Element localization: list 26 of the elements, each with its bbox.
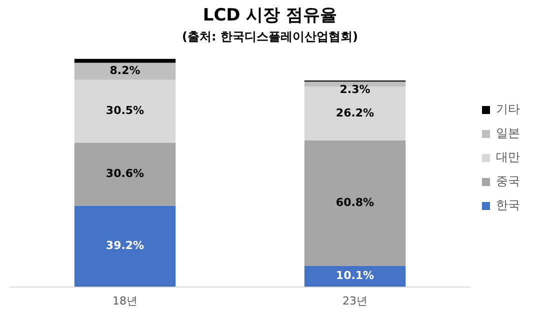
data-label: 60.8% <box>336 196 374 210</box>
legend-label: 한국 <box>496 198 520 212</box>
legend-label: 일본 <box>496 126 520 140</box>
bar <box>304 86 406 141</box>
x-tick-label: 23년 <box>342 294 368 308</box>
bar <box>74 142 176 206</box>
legend-label: 대만 <box>496 150 520 164</box>
data-label: 30.5% <box>106 104 144 118</box>
bar <box>304 266 406 287</box>
bar <box>304 140 406 266</box>
data-label: 39.2% <box>106 239 144 252</box>
data-label: 2.3% <box>340 83 370 96</box>
legend-label: 중국 <box>496 174 520 188</box>
x-tick-label: 18년 <box>112 294 138 308</box>
bar <box>304 82 406 86</box>
data-label: 26.2% <box>336 106 374 120</box>
data-label: 10.1% <box>336 269 374 282</box>
data-label: 8.2% <box>110 64 140 78</box>
bar <box>74 206 176 287</box>
legend-label: 기타 <box>496 102 520 116</box>
bar <box>74 58 176 63</box>
chart-subtitle: (출처: 한국디스플레이산업협회) <box>182 30 358 44</box>
chart-title: LCD 시장 점유율 <box>202 6 338 26</box>
bar <box>74 62 176 80</box>
data-label: 30.6% <box>106 167 144 180</box>
bar <box>74 80 176 143</box>
